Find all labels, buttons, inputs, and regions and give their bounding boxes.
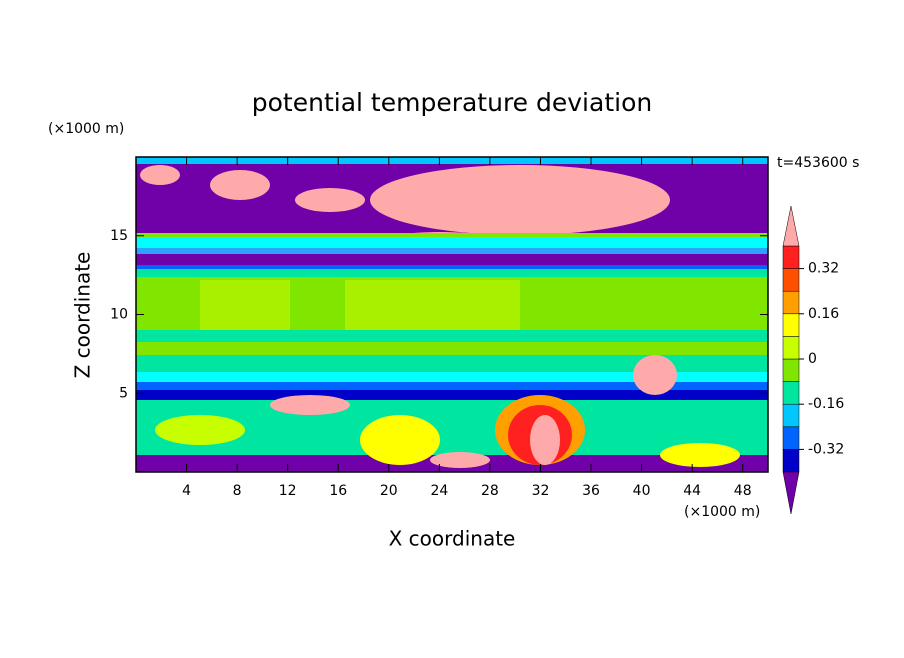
x-tick-label: 44 <box>683 483 701 499</box>
colorbar-box <box>782 313 800 337</box>
chart-title: potential temperature deviation <box>252 88 652 117</box>
x-unit-label: (×1000 m) <box>684 504 760 520</box>
x-tick-label: 16 <box>329 483 347 499</box>
colorbar-box <box>782 336 800 360</box>
x-tick-label: 36 <box>582 483 600 499</box>
colorbar-box <box>782 403 800 428</box>
x-tick-label: 40 <box>633 483 651 499</box>
x-tick-label: 28 <box>481 483 499 499</box>
x-axis-label: X coordinate <box>389 527 516 551</box>
y-tick-label: 10 <box>110 307 128 323</box>
colorbar-tick-label: 0.16 <box>808 306 839 322</box>
y-tick-label: 5 <box>119 385 128 401</box>
x-tick-label: 4 <box>182 483 191 499</box>
y-tick-label: 15 <box>110 228 128 244</box>
x-tick-label: 20 <box>380 483 398 499</box>
colorbar-box <box>782 290 800 315</box>
colorbar-tick-label: 0.32 <box>808 261 839 277</box>
colorbar-under <box>782 471 800 515</box>
y-unit-label: (×1000 m) <box>48 121 124 137</box>
colorbar-box <box>782 426 800 450</box>
colorbar-tick-label: 0 <box>808 351 817 367</box>
contour-field <box>136 157 768 472</box>
x-tick-label: 8 <box>233 483 242 499</box>
y-axis-label: Z coordinate <box>71 252 95 379</box>
x-tick-label: 12 <box>279 483 297 499</box>
x-tick-label: 32 <box>532 483 550 499</box>
colorbar-box <box>782 245 800 269</box>
colorbar-box <box>782 449 800 473</box>
colorbar-box <box>782 381 800 405</box>
colorbar-tick-label: -0.16 <box>808 396 844 412</box>
time-annotation: t=453600 s <box>777 155 859 171</box>
colorbar-tick-label: -0.32 <box>808 441 844 457</box>
colorbar-box <box>782 268 800 292</box>
colorbar-box <box>782 358 800 382</box>
x-tick-label: 24 <box>430 483 448 499</box>
x-tick-label: 48 <box>734 483 752 499</box>
colorbar-over <box>782 205 800 247</box>
